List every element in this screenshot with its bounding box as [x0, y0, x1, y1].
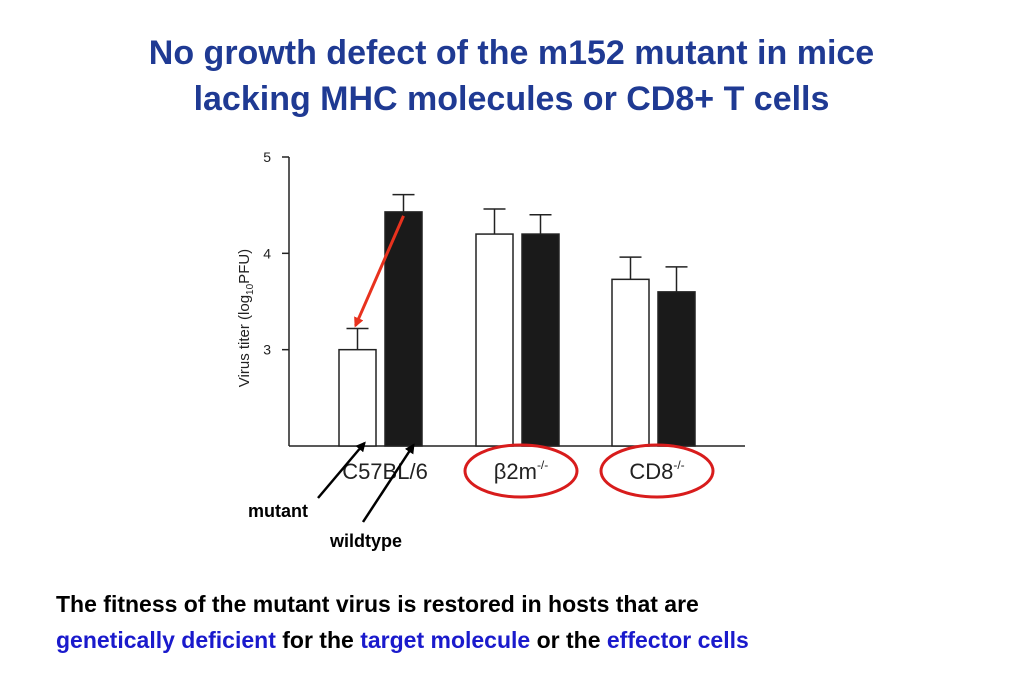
bar-mutant-1: [475, 233, 514, 447]
bar-wildtype-0: [384, 211, 423, 447]
mutant-label: mutant: [248, 501, 308, 521]
chart-labels: 3 4 5 Virus titer (log10PFU) C57BL/6 β2m-/- CD…: [236, 149, 685, 484]
slide-caption: The fitness of the mutant virus is resto…: [56, 586, 996, 658]
highlight-circle-2: [599, 443, 715, 499]
bar-wildtype-2: [657, 291, 696, 447]
caption-text-for-the: for the: [275, 627, 361, 653]
y-axis-label: Virus titer (log10PFU): [236, 249, 256, 387]
wildtype-label: wildtype: [329, 531, 402, 551]
category-label-1: β2m-/-: [494, 458, 549, 484]
bar-mutant-2: [611, 278, 650, 447]
bar-mutant-0: [338, 348, 377, 447]
slide-title-line-2: lacking MHC molecules or CD8+ T cells: [193, 80, 830, 118]
slide-title: No growth defect of the m152 mutant in m…: [0, 30, 1023, 122]
category-label-0: C57BL/6: [342, 459, 428, 484]
category-label-2: CD8-/-: [629, 458, 684, 484]
caption-highlight-effector-cells: effector cells: [606, 627, 749, 653]
y-tick-label-5: 5: [263, 149, 271, 165]
red-arrow: [354, 215, 405, 328]
caption-text-or-the: or the: [530, 627, 607, 653]
wildtype-pointer-arrow: [361, 443, 415, 523]
chart-annotations: mutant wildtype: [248, 215, 715, 551]
caption-line-1: The fitness of the mutant virus is resto…: [56, 591, 699, 617]
caption-line-2: genetically deficient for the target mol…: [56, 622, 996, 658]
highlight-circle-1: [463, 443, 579, 499]
y-tick-label-3: 3: [263, 342, 271, 358]
chart-bars: [338, 193, 696, 447]
y-tick-label-4: 4: [263, 245, 271, 261]
caption-highlight-target-molecule: target molecule: [360, 627, 531, 653]
mutant-pointer-arrow: [317, 441, 366, 499]
slide-title-line-1: No growth defect of the m152 mutant in m…: [148, 34, 875, 72]
bar-wildtype-1: [521, 233, 560, 447]
caption-highlight-genetically-deficient: genetically deficient: [56, 627, 276, 653]
